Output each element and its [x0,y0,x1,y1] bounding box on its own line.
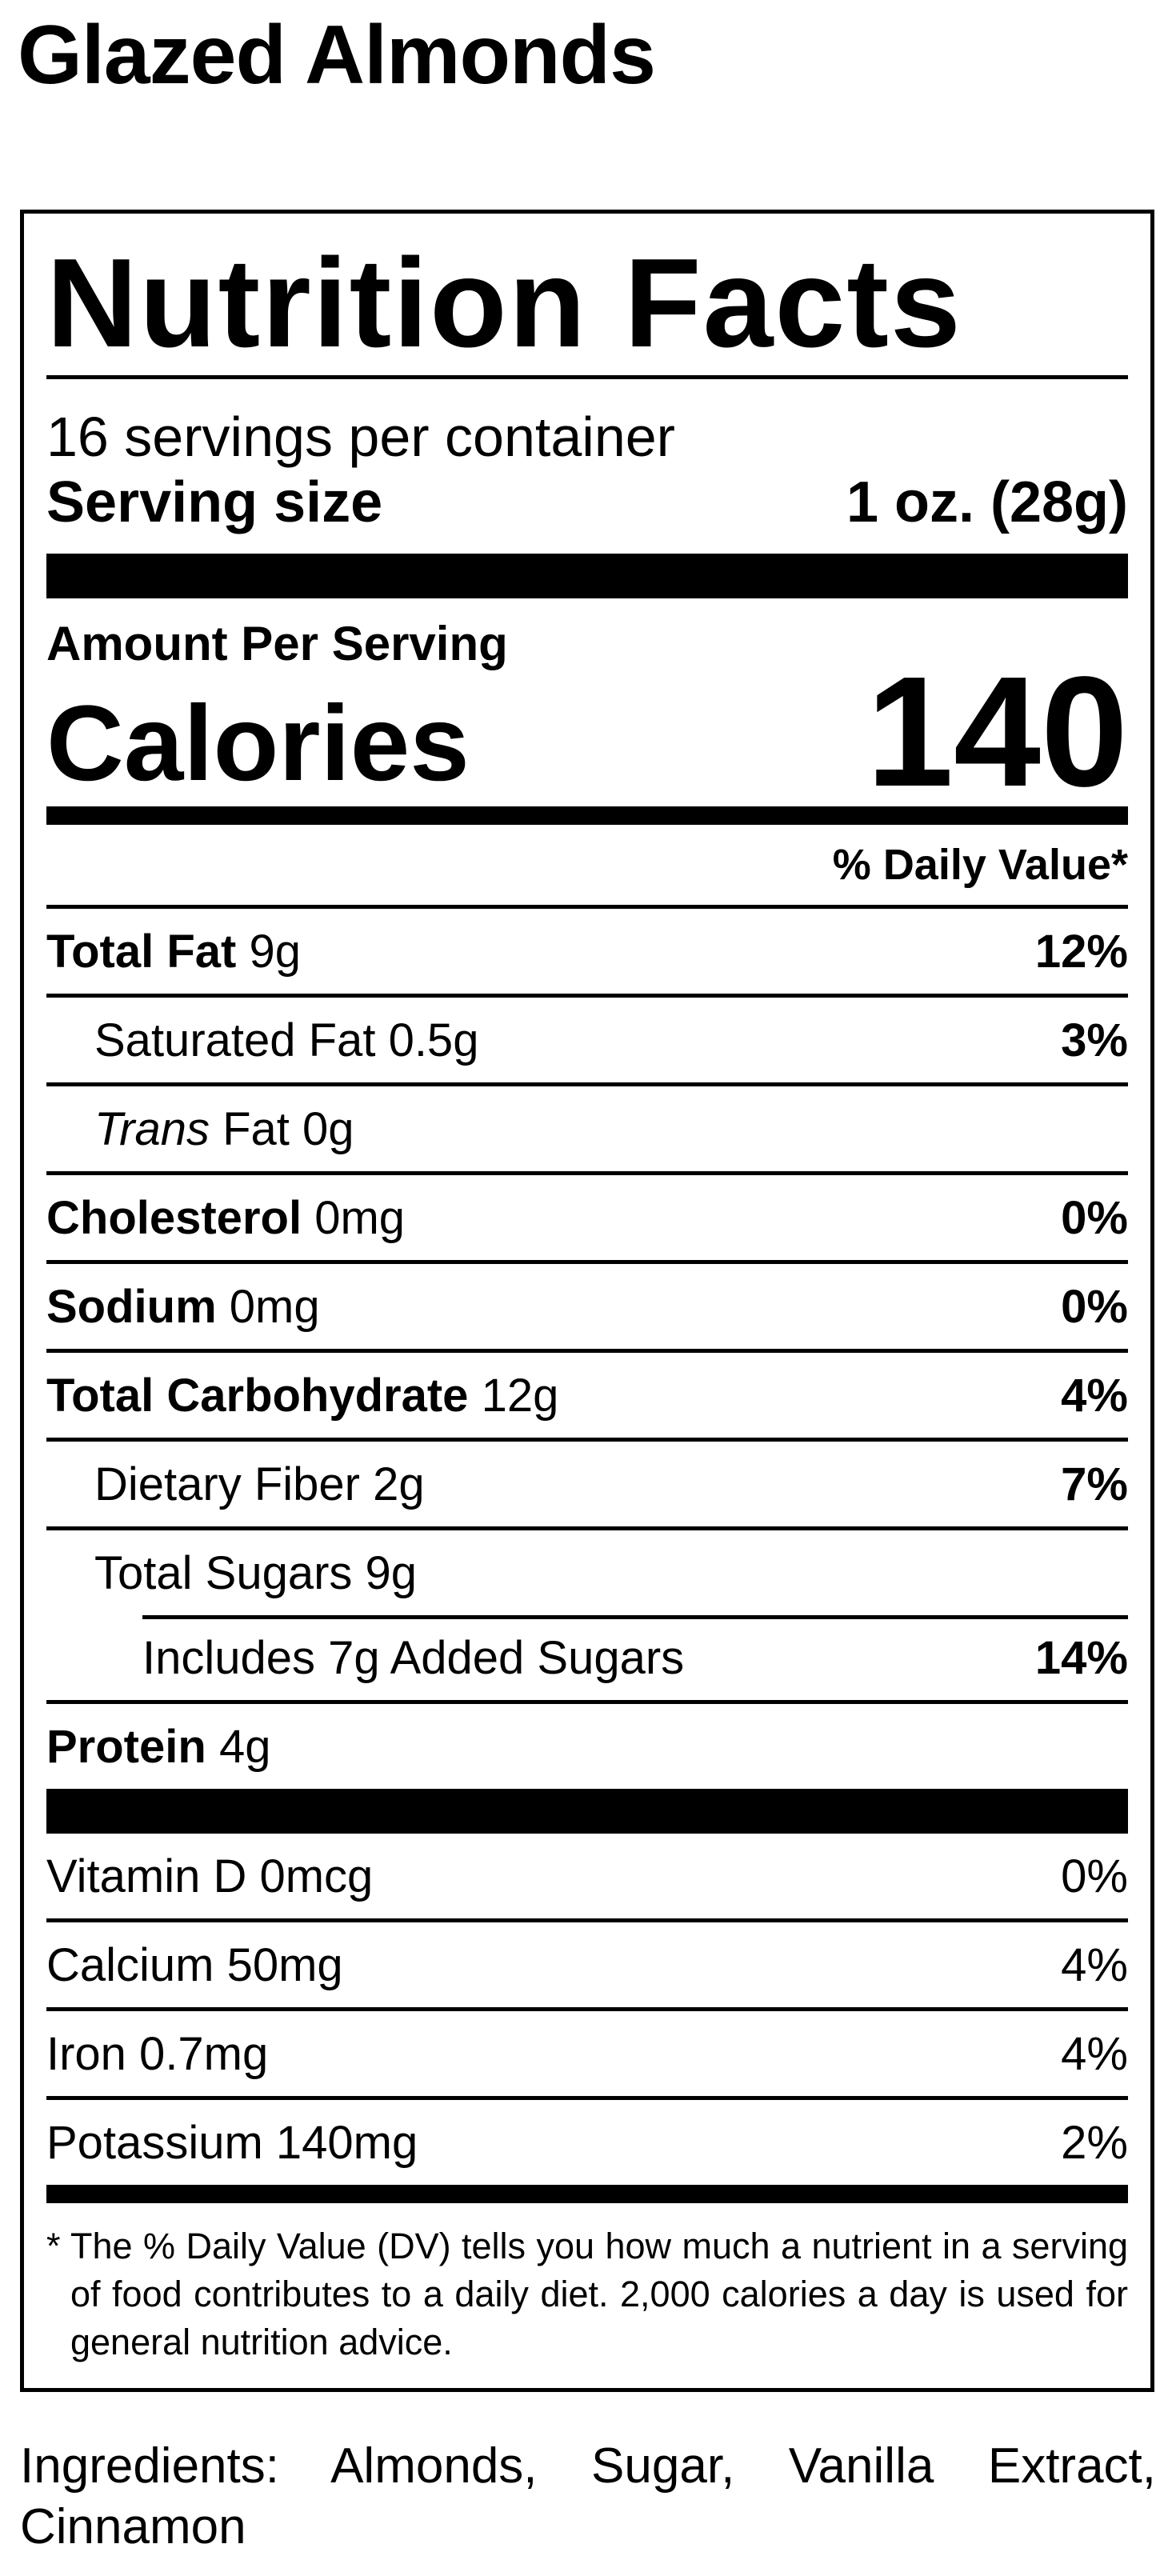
nutrient-row-dietary-fiber: Dietary Fiber 2g 7% [46,1442,1128,1530]
nutrient-row-added-sugars: Includes 7g Added Sugars 14% [46,1615,1128,1704]
ingredients: Ingredients: Almonds, Sugar, Vanilla Ext… [20,2438,1156,2554]
footnote: * The % Daily Value (DV) tells you how m… [46,2222,1128,2366]
nutrient-row-protein: Protein 4g [46,1720,271,1773]
nutrient-row-trans-fat: Trans Fat 0g [46,1086,1128,1175]
divider-thick [46,554,1128,598]
divider-thick [46,1789,1128,1834]
calories-label: Calories [46,684,470,803]
vitamin-row: Calcium 50mg 4% [46,1922,1128,2011]
divider [46,375,1128,379]
nutrient-row-cholesterol: Cholesterol 0mg 0% [46,1175,1128,1264]
daily-value-header: % Daily Value* [46,825,1128,909]
nutrient-row-total-sugars: Total Sugars 9g [46,1530,1128,1619]
footnote-text: The % Daily Value (DV) tells you how muc… [70,2226,1128,2362]
product-title: Glazed Almonds [18,9,656,102]
nutrition-facts-label: Nutrition Facts 16 servings per containe… [20,210,1154,2392]
calories-value: 140 [866,644,1128,819]
nutrient-row-saturated-fat: Saturated Fat 0.5g 3% [46,998,1128,1086]
serving-size: Serving size 1 oz. (28g) [46,469,1128,536]
divider-medium [46,2185,1128,2203]
vitamin-row: Potassium 140mg 2% [46,2116,1128,2169]
vitamin-row: Iron 0.7mg 4% [46,2011,1128,2100]
vitamin-row: Vitamin D 0mcg 0% [46,1834,1128,1922]
nutrient-row-total-carbohydrate: Total Carbohydrate 12g 4% [46,1353,1128,1442]
divider-medium [46,806,1128,825]
nutrient-row-total-fat: Total Fat 9g 12% [46,909,1128,998]
amount-per-serving: Amount Per Serving [46,617,508,670]
servings-per-container: 16 servings per container [46,406,675,468]
calories-row: Calories 140 [46,654,1128,810]
nutrient-row-sodium: Sodium 0mg 0% [46,1264,1128,1353]
serving-size-value: 1 oz. (28g) [846,470,1128,534]
serving-size-label: Serving size [46,470,383,534]
label-heading: Nutrition Facts [46,233,962,374]
